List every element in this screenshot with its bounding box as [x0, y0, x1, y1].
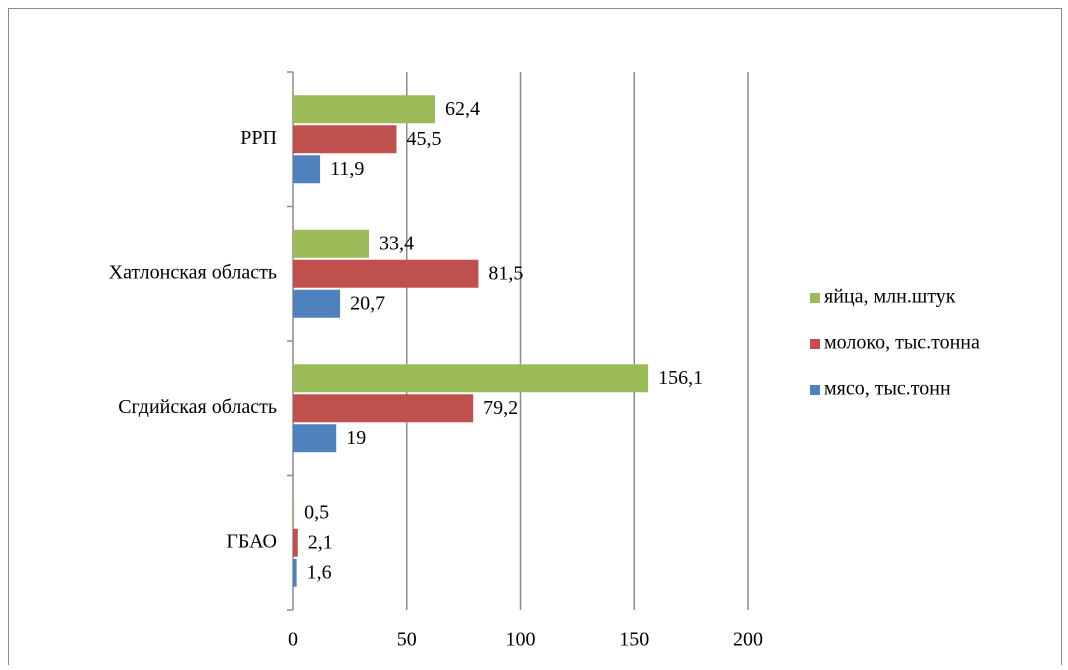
- x-tick-label: 150: [619, 629, 649, 651]
- bar: [293, 394, 474, 423]
- bar: [293, 289, 341, 318]
- value-label: 2,1: [308, 531, 333, 553]
- legend-swatch: [810, 339, 820, 349]
- value-label: 156,1: [658, 367, 703, 389]
- value-label: 20,7: [350, 292, 385, 314]
- x-tick-label: 100: [506, 629, 536, 651]
- value-label: 45,5: [407, 128, 442, 150]
- value-label: 62,4: [445, 98, 480, 120]
- bar: [293, 498, 295, 527]
- y-tick-label: РРП: [240, 127, 277, 149]
- legend-swatch: [810, 385, 820, 395]
- value-label: 33,4: [379, 232, 414, 254]
- x-tick-label: 200: [733, 629, 763, 651]
- legend-label: яйца, млн.штук: [824, 286, 956, 308]
- y-tick-label: ГБАО: [226, 530, 277, 552]
- legend-swatch: [810, 293, 820, 303]
- x-tick-label: 0: [288, 629, 298, 651]
- bar: [293, 95, 435, 124]
- value-label: 0,5: [304, 501, 329, 523]
- y-tick-label: Хатлонская область: [109, 261, 277, 283]
- value-label: 11,9: [330, 158, 364, 180]
- bar: [293, 155, 321, 184]
- bar: [293, 558, 297, 587]
- bar: [293, 364, 649, 393]
- bar: [293, 424, 337, 453]
- value-label: 1,6: [307, 561, 332, 583]
- bar: [293, 528, 298, 557]
- legend-label: мясо, тыс.тонн: [824, 378, 951, 400]
- value-label: 19: [346, 427, 366, 449]
- value-label: 81,5: [488, 262, 523, 284]
- x-tick-label: 50: [397, 629, 417, 651]
- value-label: 79,2: [483, 397, 518, 419]
- bar: [293, 125, 397, 154]
- bar: [293, 229, 369, 258]
- bar: [293, 259, 479, 288]
- legend-label: молоко, тыс.тонна: [824, 332, 980, 354]
- y-tick-label: Сгдийская область: [118, 396, 277, 418]
